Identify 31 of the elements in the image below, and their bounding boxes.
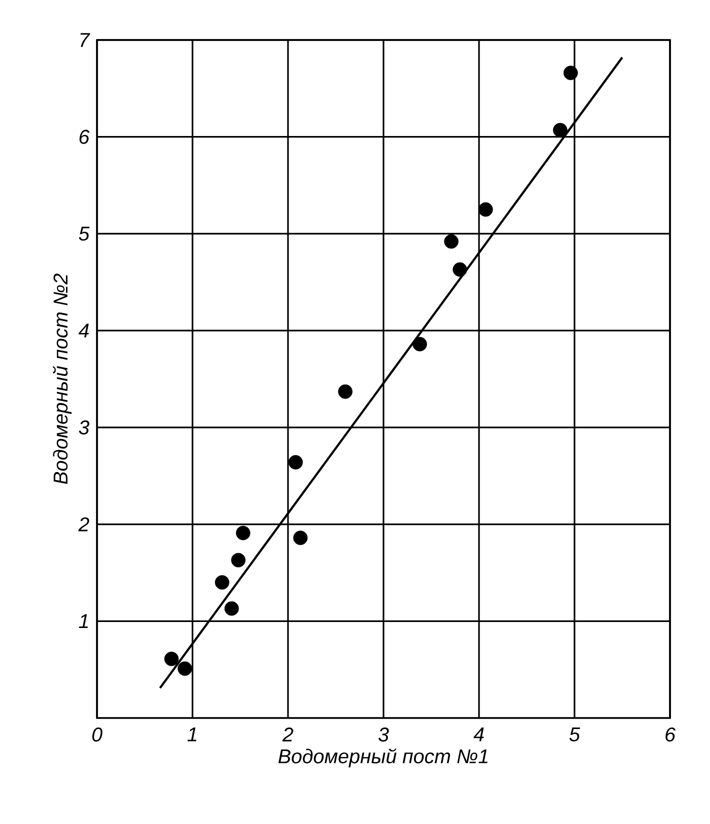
point [224,601,239,616]
x-tick-label: 3 [378,728,389,742]
y-tick-label: 5 [78,226,90,241]
x-tick-label: 0 [92,728,102,742]
point [412,336,427,352]
point [444,234,459,249]
x-tick-label: 2 [282,728,294,742]
x-tick-label: 4 [474,728,484,742]
point [288,455,303,470]
point [214,575,230,590]
y-tick-label: 2 [78,517,90,532]
point [338,384,352,399]
point [552,122,568,138]
point [164,652,179,666]
point [236,526,250,540]
point [478,202,493,217]
point [563,66,578,80]
x-axis-title: Водомерный пост №1 [278,748,488,768]
x-tick-label: 5 [569,728,580,742]
point [452,262,468,277]
y-tick-label: 7 [80,33,90,47]
point [293,530,308,546]
y-tick-label: 3 [78,420,90,434]
y-tick-label: 4 [78,324,89,338]
point [231,552,246,568]
y-tick-label: 6 [80,130,90,144]
x-tick-label: 1 [187,728,196,742]
y-tick-label: 1 [78,614,88,628]
point [178,661,192,676]
y-axis-title: Водомерный пост №2 [52,274,72,484]
x-tick-label: 6 [666,728,676,742]
